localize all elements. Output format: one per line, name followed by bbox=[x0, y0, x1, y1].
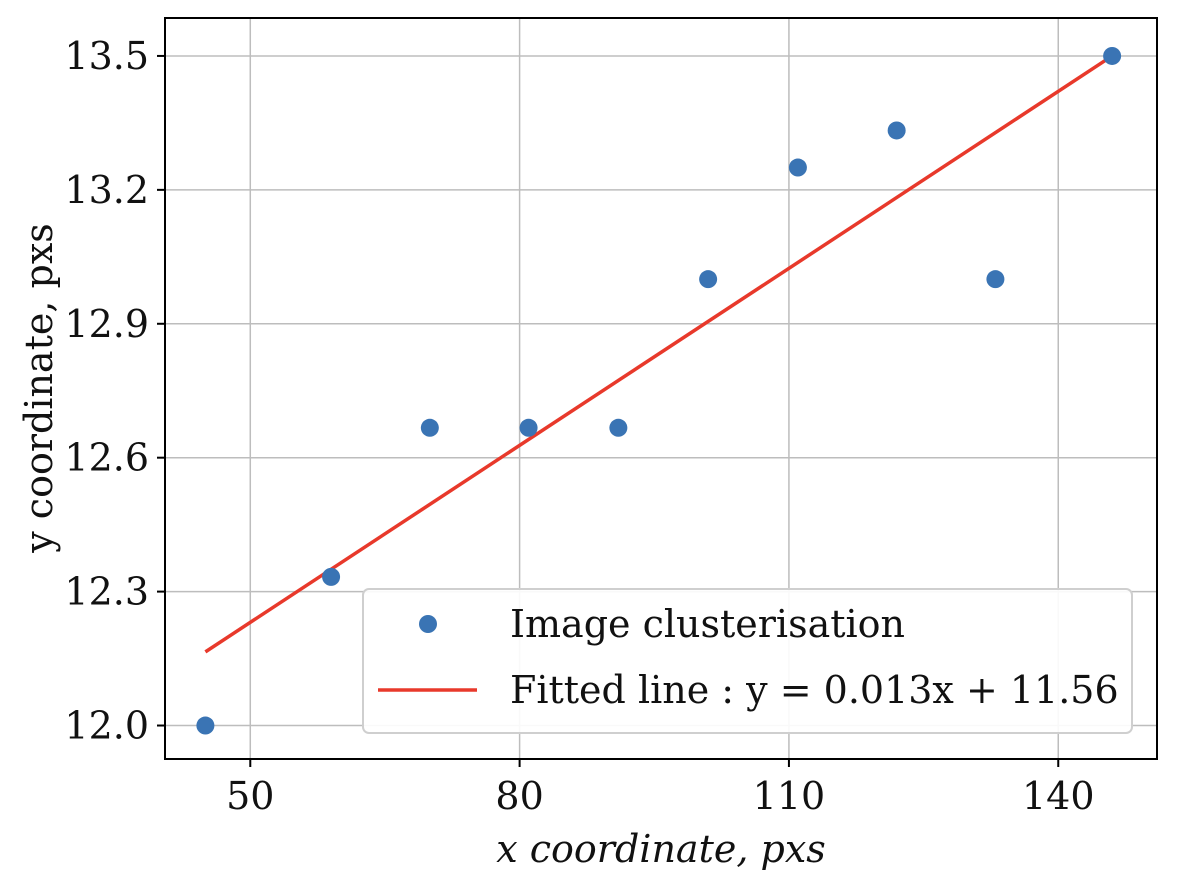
x-tick-label: 50 bbox=[226, 774, 274, 818]
y-axis-label: y coordinate, pxs bbox=[17, 223, 61, 554]
data-point bbox=[887, 121, 906, 140]
legend-label-line: Fitted line : y = 0.013x + 11.56 bbox=[510, 668, 1119, 712]
y-tick-label: 12.6 bbox=[64, 436, 149, 480]
y-tick-labels: 12.0 12.3 12.6 12.9 13.2 13.5 bbox=[64, 34, 165, 748]
y-tick-label: 13.2 bbox=[64, 168, 149, 212]
data-point bbox=[699, 270, 718, 289]
data-point bbox=[1103, 46, 1122, 65]
fitted-line-layer bbox=[204, 54, 1114, 654]
data-point bbox=[609, 418, 628, 437]
data-point bbox=[196, 716, 215, 735]
scatter-points-layer bbox=[196, 46, 1122, 735]
x-tick-label: 140 bbox=[1022, 774, 1095, 818]
data-point bbox=[322, 567, 341, 586]
y-tick-label: 13.5 bbox=[64, 34, 149, 78]
x-axis-label: x coordinate, pxs bbox=[496, 827, 826, 871]
legend: Image clusterisation Fitted line : y = 0… bbox=[362, 588, 1133, 734]
legend-label-scatter: Image clusterisation bbox=[510, 602, 905, 646]
data-point bbox=[788, 158, 807, 177]
y-tick-label: 12.0 bbox=[64, 704, 149, 748]
data-point bbox=[519, 418, 538, 437]
x-tick-label: 80 bbox=[495, 774, 543, 818]
data-point bbox=[986, 270, 1005, 289]
x-tick-labels: 50 80 110 140 bbox=[226, 759, 1095, 818]
legend-box bbox=[362, 588, 1133, 734]
y-tick-label: 12.3 bbox=[64, 570, 149, 614]
x-tick-label: 110 bbox=[753, 774, 826, 818]
legend-marker-scatter bbox=[419, 615, 437, 633]
y-tick-label: 12.9 bbox=[64, 302, 149, 346]
data-point bbox=[420, 418, 439, 437]
fitted-line bbox=[204, 54, 1114, 654]
plot-frame bbox=[164, 17, 1158, 760]
